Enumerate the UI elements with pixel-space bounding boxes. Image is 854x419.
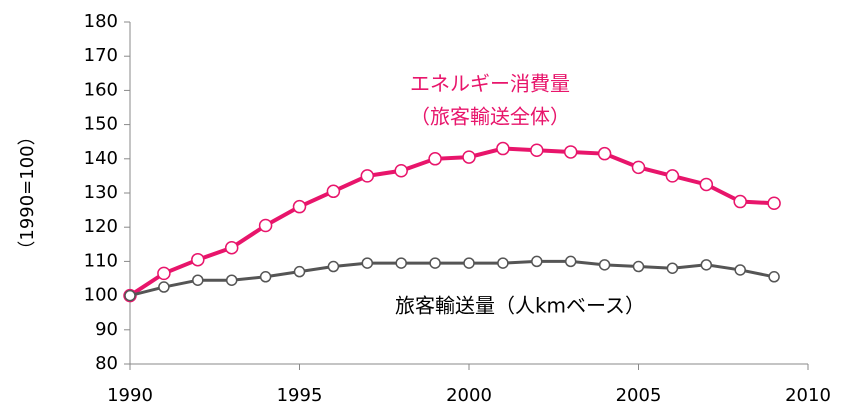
marker (530, 143, 544, 157)
marker (394, 164, 408, 178)
y-tick-label: 160 (84, 79, 118, 100)
series-line (128, 146, 775, 298)
marker (157, 266, 171, 281)
y-tick-label: 180 (84, 11, 118, 32)
y-tick-label: 140 (84, 148, 118, 169)
annotation: 旅客輸送量（人kmベース） (395, 294, 645, 318)
marker (395, 257, 407, 269)
marker (497, 257, 509, 269)
y-tick-label: 100 (84, 285, 118, 306)
marker (361, 257, 374, 269)
marker (191, 252, 205, 267)
marker (699, 177, 714, 192)
marker (666, 262, 679, 274)
marker (734, 264, 746, 276)
marker (665, 169, 680, 183)
x-tick-label: 2010 (785, 385, 831, 406)
marker (258, 218, 273, 233)
marker (598, 259, 611, 271)
marker (733, 194, 747, 209)
y-tick-label: 150 (84, 114, 118, 135)
x-tick-label: 1995 (277, 385, 323, 406)
marker (767, 196, 781, 211)
marker (225, 274, 238, 286)
marker (462, 150, 476, 164)
marker (124, 289, 136, 302)
marker (293, 265, 306, 278)
marker (327, 260, 340, 273)
y-tick-label: 90 (95, 319, 118, 340)
marker (292, 199, 307, 214)
x-tick-label: 1990 (107, 385, 153, 406)
x-tick-label: 2000 (446, 385, 492, 406)
y-axis-label: （1990=100） (17, 127, 38, 258)
marker (429, 257, 441, 269)
marker (496, 141, 510, 156)
marker (564, 255, 577, 268)
marker (192, 274, 204, 286)
marker (531, 255, 543, 268)
y-tick-label: 80 (95, 353, 118, 374)
y-tick-label: 130 (84, 182, 118, 203)
marker (768, 271, 780, 283)
marker (631, 160, 646, 175)
marker (632, 260, 645, 273)
annotation: （旅客輸送全体） (410, 105, 570, 129)
marker (259, 271, 272, 283)
marker (360, 169, 375, 183)
y-tick-label: 170 (84, 45, 118, 66)
marker (463, 257, 475, 269)
annotation: エネルギー消費量 (410, 72, 570, 96)
y-tick-label: 120 (84, 216, 118, 237)
marker (428, 152, 442, 166)
marker (326, 184, 341, 199)
y-tick-label: 110 (84, 250, 118, 271)
marker (158, 281, 170, 293)
marker (224, 240, 239, 255)
x-tick-label: 2005 (616, 385, 662, 406)
marker (597, 146, 612, 161)
marker (700, 259, 713, 271)
marker (563, 145, 578, 159)
